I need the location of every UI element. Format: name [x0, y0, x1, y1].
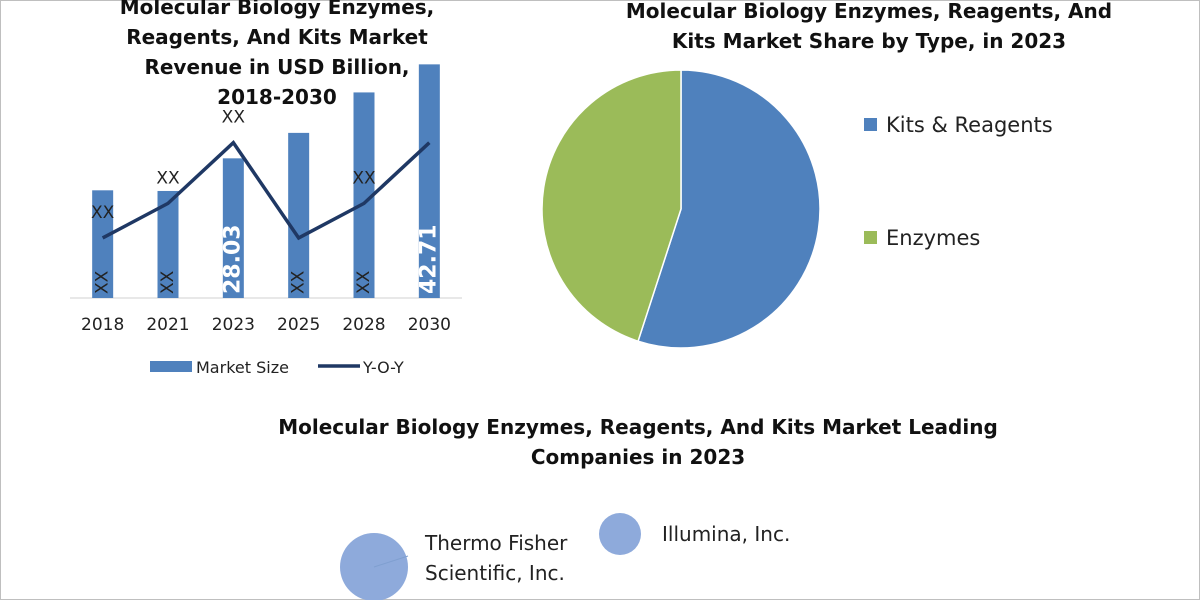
line-value-label-2018: XX: [91, 203, 115, 223]
pie-legend-swatch-kits-reagents: [864, 118, 877, 131]
x-tick-2028: 2028: [342, 315, 385, 335]
line-value-label-2023: XX: [222, 108, 246, 128]
legend-market-size-label: Market Size: [196, 358, 289, 377]
bar-chart-title: Molecular Biology Enzymes, Reagents, And…: [119, 0, 435, 109]
bar-value-label-2030: 42.71: [416, 224, 441, 294]
pie-legend-swatch-enzymes: [864, 231, 877, 244]
x-tick-2030: 2030: [408, 315, 451, 335]
line-yoy: [101, 140, 431, 241]
bubble-label-thermo-fisher-scientific-inc-: Thermo Fisher Scientific, Inc.: [424, 531, 568, 585]
line-value-label-2028: XX: [352, 168, 376, 188]
bubble-leader-thermo-fisher-scientific-inc-: [373, 555, 409, 568]
bar-market-size-2030: [418, 64, 440, 298]
bubble-chart-title: Molecular Biology Enzymes, Reagents, And…: [278, 415, 998, 469]
x-tick-2021: 2021: [146, 315, 189, 335]
pie-chart-title: Molecular Biology Enzymes, Reagents, And…: [625, 0, 1113, 53]
line-value-label-2021: XX: [156, 168, 180, 188]
pie-slice-kits-reagents: [637, 69, 821, 349]
legend-market-size-swatch: [150, 361, 192, 372]
bar-market-size-2023: [222, 158, 244, 298]
bar-value-label-2025: XX: [289, 270, 309, 294]
bubble-illumina-inc-: [599, 513, 641, 555]
bar-value-label-2018: XX: [93, 270, 113, 294]
bar-value-label-2021: XX: [158, 270, 178, 294]
x-tick-2025: 2025: [277, 315, 320, 335]
bar-market-size-2025: [288, 132, 310, 298]
bar-market-size-2021: [157, 190, 179, 298]
pie-slice-enzymes: [541, 69, 682, 343]
pie-legend-label-kits-reagents: Kits & Reagents: [886, 113, 1053, 137]
x-tick-2018: 2018: [81, 315, 124, 335]
pie-chart: Kits & Reagents Enzymes: [541, 69, 1053, 349]
pie-legend-label-enzymes: Enzymes: [886, 226, 980, 250]
bar-market-size-2018: [92, 190, 114, 298]
bubble-label-illumina-inc-: Illumina, Inc.: [662, 522, 790, 546]
x-tick-2023: 2023: [212, 315, 255, 335]
bar-value-label-2023: 28.03: [220, 224, 245, 294]
legend-yoy-label: Y-O-Y: [362, 358, 404, 377]
bar-value-label-2028: XX: [354, 270, 374, 294]
bar-line-chart: XX XX 28.03 XX XX 42.71 XX XX XX XX 2018 2021 2023 20…: [70, 64, 462, 377]
bar-market-size-2028: [353, 92, 375, 298]
